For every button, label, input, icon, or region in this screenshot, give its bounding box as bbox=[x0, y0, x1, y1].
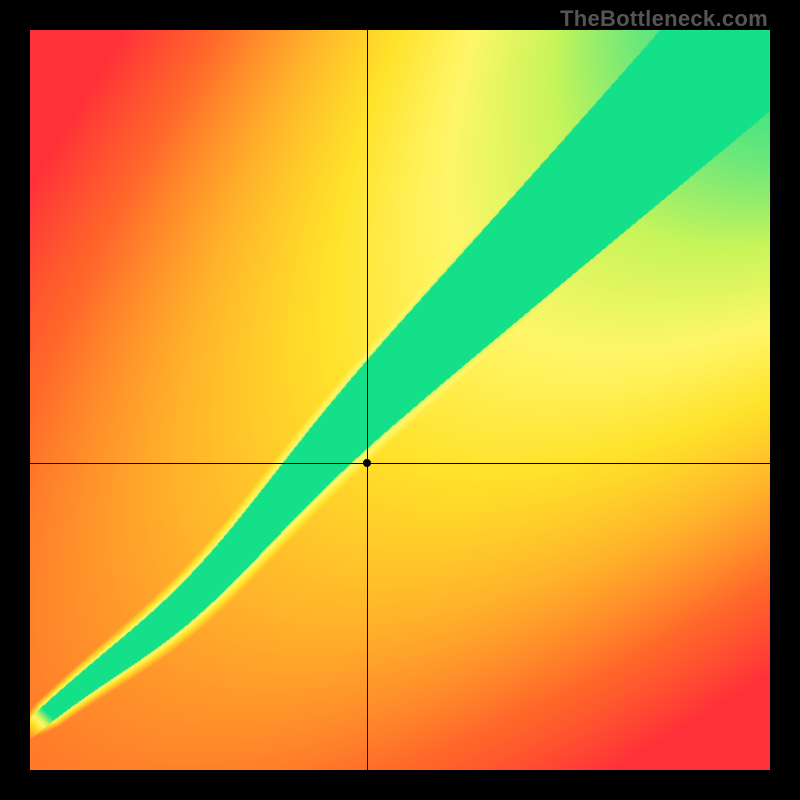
crosshair-horizontal bbox=[30, 463, 770, 464]
crosshair-vertical bbox=[367, 30, 368, 770]
plot-area bbox=[30, 30, 770, 770]
watermark-label: TheBottleneck.com bbox=[560, 6, 768, 32]
chart-stage: TheBottleneck.com bbox=[0, 0, 800, 800]
heatmap-canvas bbox=[30, 30, 770, 770]
marker-dot bbox=[363, 459, 371, 467]
